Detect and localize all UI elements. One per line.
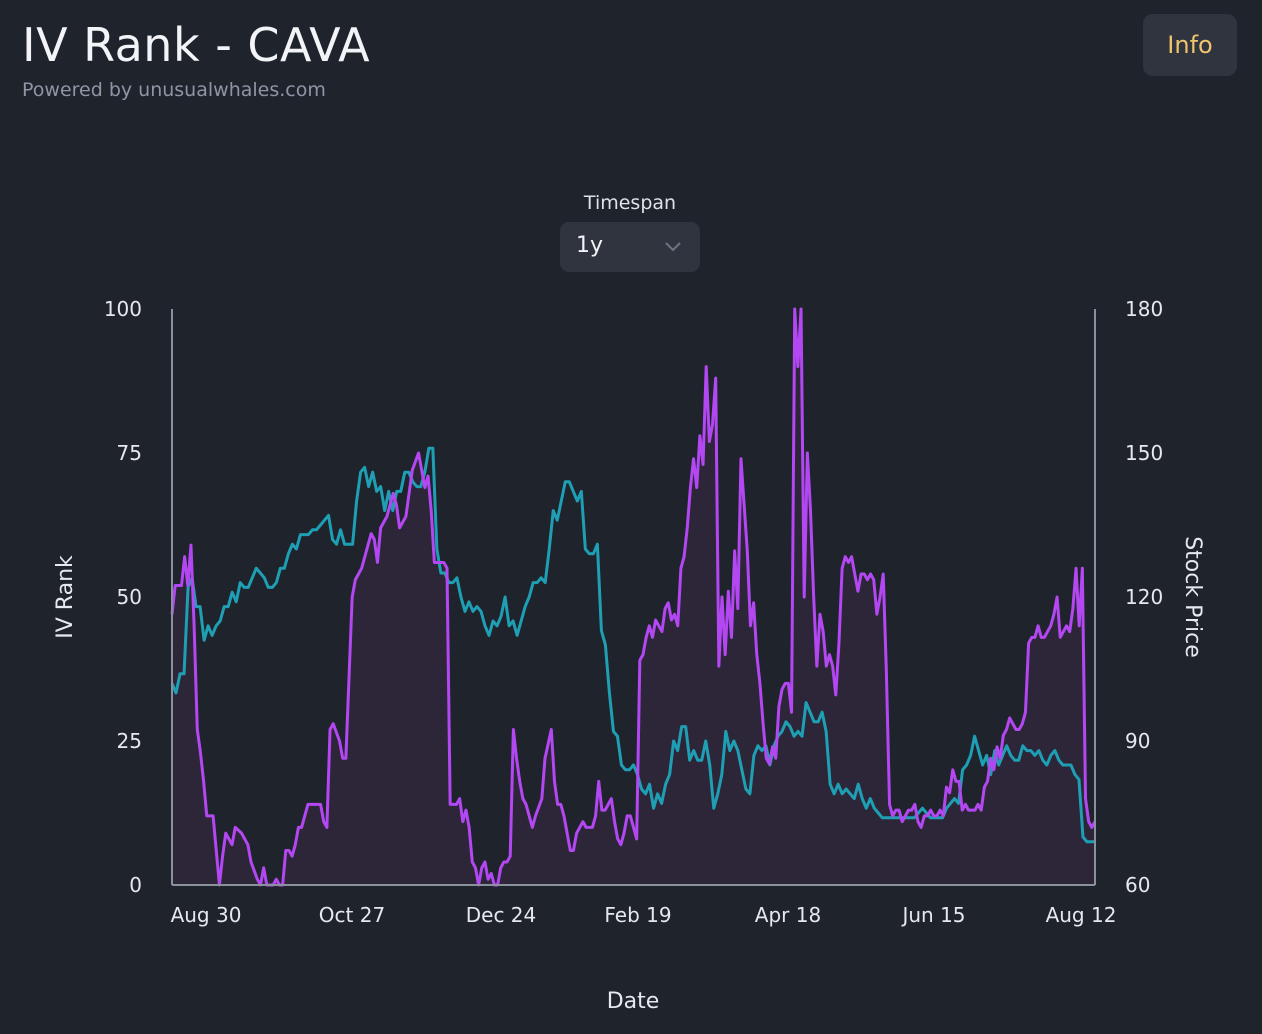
timespan-select[interactable]: 1y (560, 222, 700, 272)
x-tick-label: Dec 24 (466, 903, 537, 927)
x-tick-label: Jun 15 (900, 903, 965, 927)
x-tick-label: Feb 19 (604, 903, 671, 927)
iv-rank-line (170, 307, 1097, 887)
stock-price-line (170, 446, 1095, 844)
right-y-tick-label: 150 (1125, 441, 1163, 465)
right-y-tick-label: 180 (1125, 297, 1163, 321)
timespan-selected-value: 1y (576, 233, 604, 258)
right-y-tick-label: 120 (1125, 585, 1163, 609)
x-axis-label: Date (607, 989, 660, 1014)
x-tick-label: Aug 12 (1046, 903, 1117, 927)
right-y-tick-label: 90 (1125, 729, 1150, 753)
powered-by-subtitle: Powered by unusualwhales.com (22, 79, 326, 101)
left-y-axis-label: IV Rank (53, 555, 78, 639)
right-y-axis-label: Stock Price (1180, 536, 1205, 658)
right-y-tick-label: 60 (1125, 873, 1150, 897)
x-tick-label: Aug 30 (171, 903, 242, 927)
iv-rank-area-layer (172, 309, 1095, 885)
page-title: IV Rank - CAVA (22, 18, 371, 72)
timespan-label: Timespan (583, 192, 677, 214)
left-y-tick-label: 50 (117, 585, 142, 609)
left-y-tick-label: 25 (117, 729, 142, 753)
series-lines-layer (170, 307, 1097, 887)
tick-labels-layer: 0 25 50 75 100 60 90 120 150 180 Aug 30 Oct 27 Dec 2… (104, 297, 1163, 927)
iv-rank-area (172, 309, 1095, 885)
x-tick-label: Apr 18 (755, 903, 821, 927)
x-tick-label: Oct 27 (319, 903, 385, 927)
chevron-down-icon (664, 238, 682, 257)
left-y-tick-label: 0 (129, 873, 142, 897)
left-y-tick-label: 75 (117, 441, 142, 465)
left-y-tick-label: 100 (104, 297, 142, 321)
info-button[interactable]: Info (1143, 14, 1237, 76)
